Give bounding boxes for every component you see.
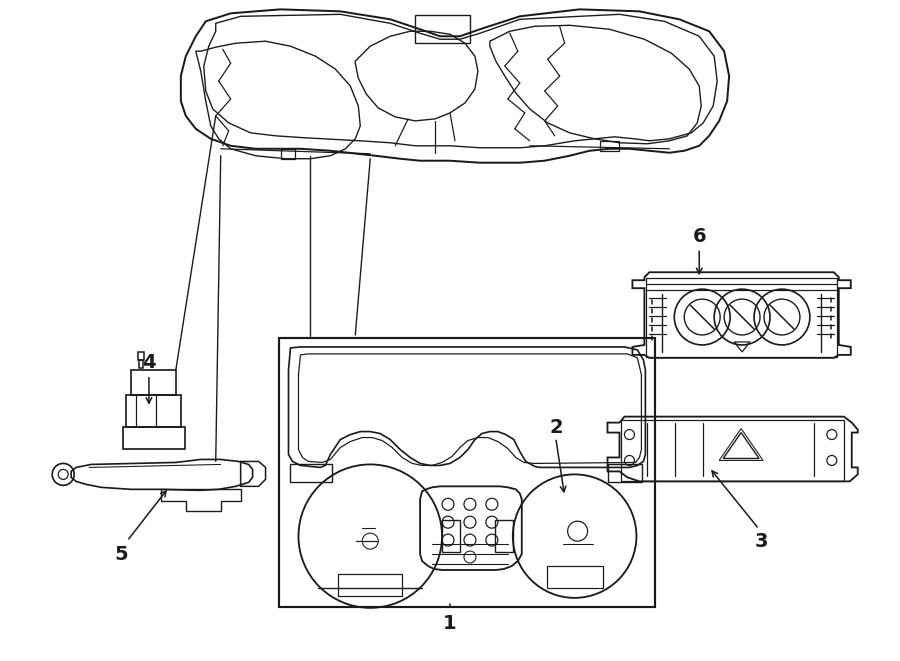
Bar [622, 420, 844, 481]
Text: 4: 4 [142, 354, 156, 372]
Bar [123, 426, 184, 449]
Bar [546, 566, 602, 588]
Bar [495, 520, 513, 552]
Text: 3: 3 [754, 531, 768, 551]
Bar [338, 574, 402, 596]
Bar [126, 395, 181, 426]
Bar [278, 338, 655, 607]
Text: 1: 1 [443, 614, 457, 633]
Bar [646, 278, 837, 357]
Bar [291, 465, 332, 483]
Bar [442, 520, 460, 552]
Text: 2: 2 [550, 418, 563, 437]
Bar [415, 15, 470, 43]
Bar [131, 370, 176, 395]
Text: 5: 5 [114, 545, 128, 564]
Bar [608, 465, 643, 483]
Text: 6: 6 [692, 227, 706, 246]
